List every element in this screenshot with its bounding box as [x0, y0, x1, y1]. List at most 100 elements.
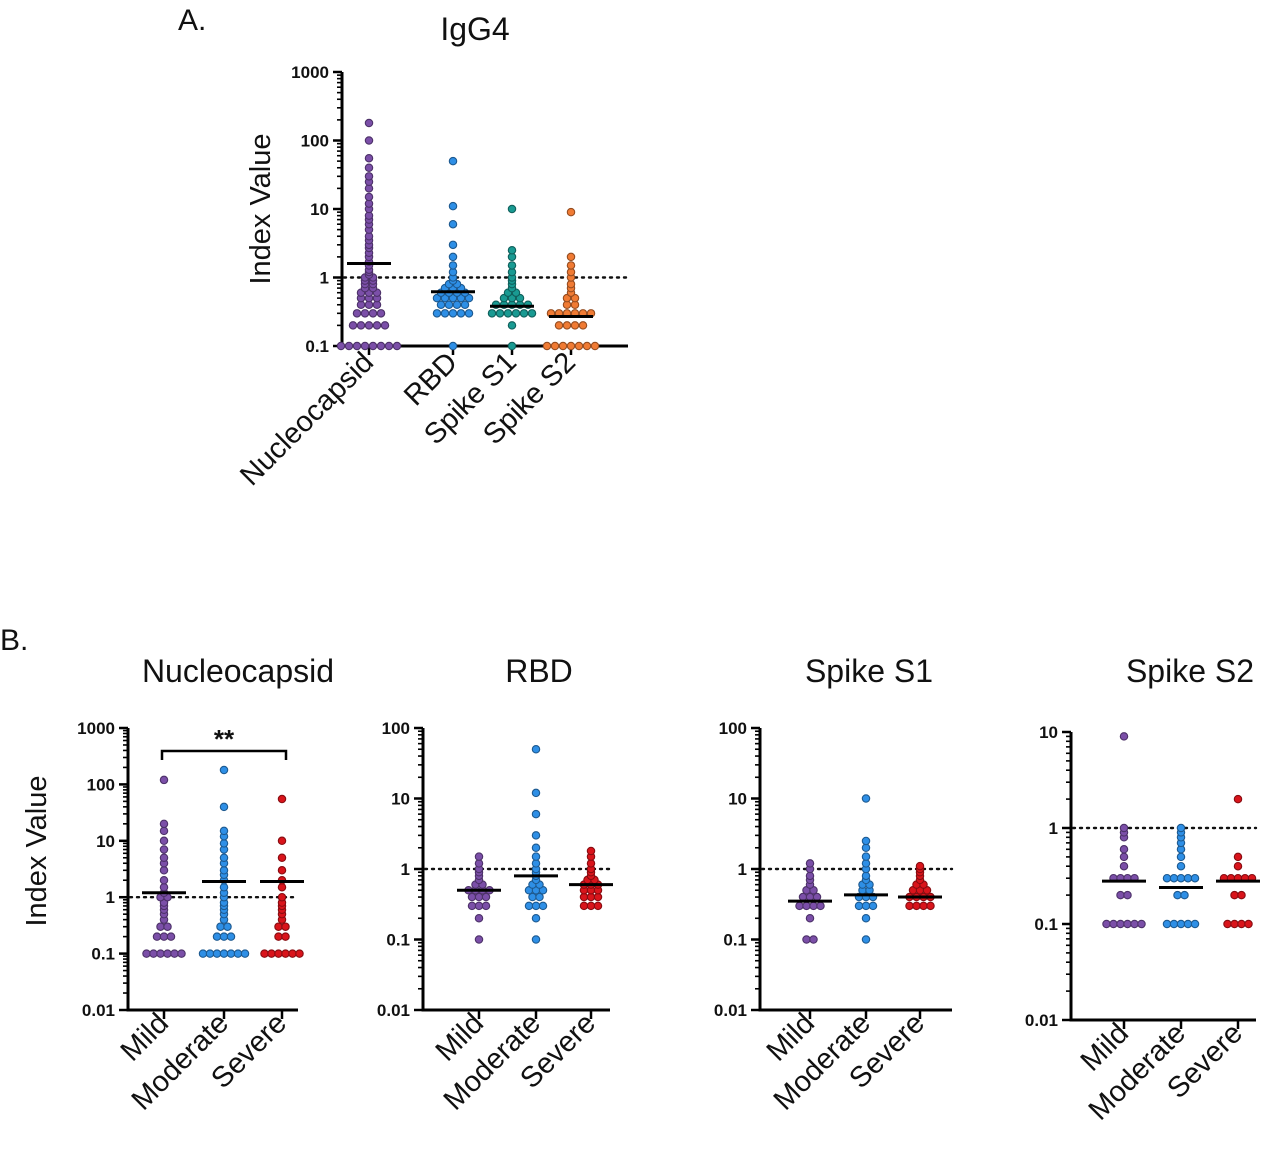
data-point: [1244, 919, 1253, 929]
data-point: [277, 836, 287, 846]
data-point: [436, 300, 446, 310]
data-point: [223, 922, 232, 931]
y-tick-label: 100: [382, 719, 410, 738]
data-point: [566, 261, 576, 270]
data-point: [159, 836, 169, 846]
data-point: [444, 300, 454, 310]
data-point: [474, 935, 484, 944]
data-point: [1233, 861, 1243, 871]
data-point: [448, 219, 458, 229]
data-point: [452, 300, 462, 310]
y-tick-label: 100: [87, 775, 115, 794]
data-point: [562, 321, 572, 330]
data-point: [267, 949, 276, 958]
data-point: [507, 341, 517, 351]
data-point: [1176, 873, 1186, 883]
data-point: [1223, 919, 1232, 929]
data-point: [384, 341, 394, 351]
y-tick-label: 10: [1039, 723, 1058, 742]
data-point: [152, 932, 162, 941]
y-tick-label: 0.1: [1034, 915, 1058, 934]
data-point: [364, 172, 374, 181]
data-point: [364, 163, 374, 173]
data-point: [368, 341, 378, 351]
chart-title: Spike S2: [1126, 653, 1254, 689]
data-point: [495, 309, 505, 318]
data-point: [531, 831, 541, 840]
data-point: [531, 843, 541, 853]
data-point: [566, 207, 576, 217]
data-point: [861, 935, 871, 944]
data-point: [1116, 890, 1125, 900]
data-point: [344, 341, 354, 351]
data-point: [590, 341, 600, 351]
panel-b-label: B.: [0, 624, 28, 657]
panel-a-label: A.: [178, 4, 206, 37]
data-point: [542, 341, 552, 351]
data-point: [1162, 919, 1172, 929]
significance-bracket: [160, 749, 288, 760]
data-point: [448, 252, 458, 262]
data-point: [1119, 845, 1129, 854]
data-point: [281, 932, 290, 941]
data-point: [1119, 861, 1129, 871]
data-point: [487, 309, 497, 318]
data-point: [1237, 919, 1246, 929]
data-point: [507, 261, 517, 270]
data-point: [805, 914, 815, 923]
data-point: [163, 922, 172, 931]
data-point: [1190, 919, 1200, 929]
y-tick-label: 0.01: [714, 1001, 747, 1020]
data-point: [159, 932, 169, 941]
data-point: [503, 309, 513, 318]
data-point: [1130, 919, 1139, 929]
data-point: [531, 935, 541, 944]
data-point: [156, 949, 165, 958]
y-tick-label: 0.1: [386, 931, 410, 950]
y-tick-label: 1: [320, 269, 329, 288]
data-point: [1230, 919, 1239, 929]
data-point: [511, 309, 521, 318]
data-point: [448, 261, 458, 270]
data-point: [368, 309, 378, 318]
data-point: [912, 901, 921, 911]
y-tick-label: 100: [719, 719, 747, 738]
data-point: [336, 341, 346, 351]
data-point: [448, 309, 458, 318]
y-tick-label: 0.01: [1025, 1011, 1058, 1030]
data-point: [474, 892, 484, 902]
data-point: [364, 321, 374, 330]
data-point: [448, 240, 458, 250]
data-point: [1183, 919, 1193, 929]
data-point: [566, 252, 576, 262]
chart-title: IgG4: [440, 11, 509, 47]
data-point: [219, 839, 229, 848]
data-point: [1169, 873, 1179, 883]
data-point: [809, 935, 818, 944]
data-point: [159, 853, 169, 863]
data-point: [219, 866, 229, 875]
data-point: [531, 852, 541, 861]
y-tick-label: 1: [401, 860, 410, 879]
data-point: [570, 321, 580, 330]
chart-title: Nucleocapsid: [142, 653, 334, 689]
data-point: [364, 136, 374, 145]
data-point: [467, 892, 477, 902]
data-point: [448, 201, 458, 211]
y-tick-label: 1: [106, 888, 115, 907]
data-point: [233, 949, 243, 958]
data-point: [586, 901, 596, 911]
data-point: [915, 861, 925, 871]
data-point: [481, 901, 491, 911]
data-point: [364, 154, 374, 163]
x-category-label: Nucleocapsid: [234, 346, 380, 492]
data-point: [805, 859, 815, 868]
data-point: [219, 853, 229, 863]
data-point: [380, 321, 390, 330]
data-point: [277, 892, 287, 902]
data-point: [519, 309, 529, 318]
data-point: [360, 309, 370, 318]
data-point: [1119, 823, 1129, 833]
data-point: [586, 846, 596, 856]
data-point: [861, 836, 871, 846]
